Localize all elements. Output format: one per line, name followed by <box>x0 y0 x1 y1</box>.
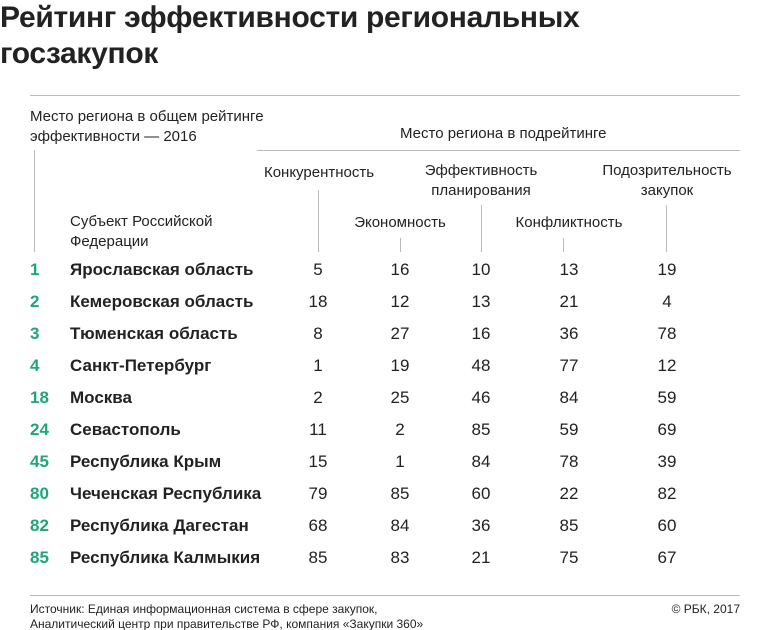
column-line <box>666 205 667 252</box>
value-cell: 84 <box>390 516 410 535</box>
overall-rank-header: Место региона в общем рейтинге эффективн… <box>30 108 264 145</box>
region-name: Ярославская область <box>70 260 254 279</box>
value-cell: 21 <box>471 548 491 567</box>
value-cell: 69 <box>657 420 677 439</box>
value-cell: 2 <box>313 388 323 407</box>
region-name: Республика Дагестан <box>70 516 249 535</box>
value-cell: 1 <box>395 452 405 471</box>
column-header-economy: Экономность <box>354 214 446 231</box>
value-cell: 1 <box>313 356 323 375</box>
value-cell: 39 <box>657 452 677 471</box>
rank-cell: 45 <box>30 452 49 471</box>
region-name: Тюменская область <box>70 324 238 343</box>
value-cell: 75 <box>559 548 579 567</box>
value-cell: 16 <box>390 260 410 279</box>
rank-cell: 18 <box>30 388 49 407</box>
value-cell: 82 <box>657 484 677 503</box>
value-cell: 18 <box>308 292 328 311</box>
rank-cell: 24 <box>30 420 49 439</box>
value-cell: 19 <box>390 356 410 375</box>
value-cell: 25 <box>390 388 410 407</box>
value-cell: 5 <box>313 260 323 279</box>
value-cell: 85 <box>471 420 491 439</box>
value-cell: 78 <box>657 324 677 343</box>
rank-cell: 3 <box>30 324 40 343</box>
rank-cell: 1 <box>30 260 40 279</box>
value-cell: 46 <box>471 388 491 407</box>
region-name: Кемеровская область <box>70 292 254 311</box>
value-cell: 85 <box>308 548 328 567</box>
value-cell: 4 <box>662 292 672 311</box>
subrating-header: Место региона в подрейтинге <box>400 125 607 142</box>
value-cell: 85 <box>390 484 410 503</box>
value-cell: 59 <box>559 420 579 439</box>
region-name: Москва <box>70 388 132 407</box>
rank-cell: 85 <box>30 548 49 567</box>
divider <box>30 95 740 96</box>
value-cell: 19 <box>657 260 677 279</box>
value-cell: 67 <box>657 548 677 567</box>
value-cell: 85 <box>559 516 579 535</box>
subject-header: Субъект Российской Федерации <box>70 213 213 250</box>
column-header-competition: Конкурентность <box>263 164 375 181</box>
page-title: Рейтинг эффективности региональных госза… <box>0 1 580 70</box>
column-line <box>318 190 319 252</box>
value-cell: 59 <box>657 388 677 407</box>
value-cell: 68 <box>308 516 328 535</box>
value-cell: 84 <box>471 452 491 471</box>
source-line-2: Аналитический центр при правительстве РФ… <box>30 617 424 630</box>
value-cell: 60 <box>657 516 677 535</box>
value-cell: 12 <box>657 356 677 375</box>
rank-cell: 80 <box>30 484 49 503</box>
value-cell: 15 <box>308 452 328 471</box>
rank-cell: 2 <box>30 292 40 311</box>
region-name: Севастополь <box>70 420 181 439</box>
value-cell: 2 <box>395 420 405 439</box>
value-cell: 83 <box>390 548 410 567</box>
region-name: Санкт-Петербург <box>70 356 212 375</box>
rank-cell: 82 <box>30 516 49 535</box>
value-cell: 10 <box>471 260 491 279</box>
source-line-1: Источник: Единая информационная система … <box>30 602 378 616</box>
value-cell: 36 <box>471 516 491 535</box>
region-name: Республика Крым <box>70 452 222 471</box>
value-cell: 13 <box>471 292 491 311</box>
footer-divider <box>30 595 740 596</box>
value-cell: 79 <box>308 484 328 503</box>
copyright: © РБК, 2017 <box>671 602 740 616</box>
value-cell: 84 <box>559 388 579 407</box>
value-cell: 8 <box>313 324 323 343</box>
column-line <box>400 238 401 252</box>
value-cell: 60 <box>471 484 491 503</box>
column-line <box>563 238 564 252</box>
value-cell: 27 <box>390 324 410 343</box>
region-name: Республика Калмыкия <box>70 548 261 567</box>
value-cell: 78 <box>559 452 579 471</box>
value-cell: 11 <box>309 420 327 439</box>
overall-rank-line <box>34 150 35 252</box>
column-header-suspicion: Подозрительность закупок <box>602 162 732 199</box>
value-cell: 48 <box>471 356 491 375</box>
value-cell: 13 <box>559 260 579 279</box>
value-cell: 36 <box>559 324 579 343</box>
region-name: Чеченская Республика <box>70 484 262 503</box>
value-cell: 77 <box>559 356 579 375</box>
rank-cell: 4 <box>30 356 40 375</box>
subrating-divider <box>257 150 740 151</box>
value-cell: 12 <box>390 292 410 311</box>
value-cell: 16 <box>471 324 491 343</box>
column-header-planning: Эффективность планирования <box>424 162 538 199</box>
column-line <box>481 205 482 252</box>
column-header-conflict: Конфликтность <box>515 214 623 231</box>
value-cell: 21 <box>559 292 579 311</box>
value-cell: 22 <box>559 484 579 503</box>
